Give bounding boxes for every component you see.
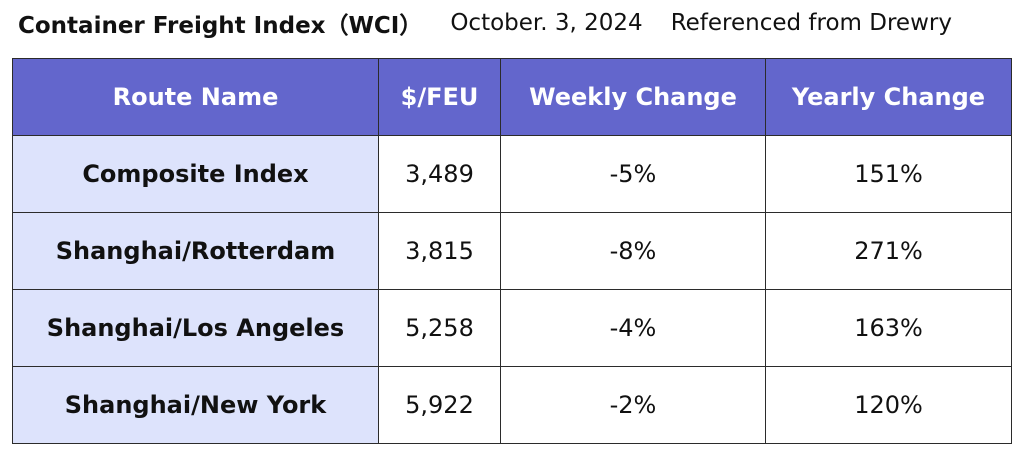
table: Route Name $/FEU Weekly Change Yearly Chang…: [12, 58, 1012, 444]
date: October. 3, 2024: [450, 10, 643, 36]
column-header: Weekly Change: [500, 58, 766, 136]
table-cell: -2%: [500, 366, 766, 444]
table-cell: 151%: [765, 135, 1012, 213]
header: Container Freight Index（WCI） October. 3,…: [18, 6, 952, 40]
table-row: Shanghai/Los Angeles 5,258 -4% 163%: [12, 289, 1012, 367]
table-cell: 3,815: [378, 212, 501, 290]
source: Referenced from Drewry: [670, 10, 952, 36]
route-name: Shanghai/New York: [12, 366, 379, 444]
column-header: Route Name: [12, 58, 379, 136]
table-cell: 120%: [765, 366, 1012, 444]
table-cell: 5,922: [378, 366, 501, 444]
table-cell: 5,258: [378, 289, 501, 367]
column-header: Yearly Change: [765, 58, 1012, 136]
table-row: Shanghai/Rotterdam 3,815 -8% 271%: [12, 212, 1012, 290]
table-row: Composite Index 3,489 -5% 151%: [12, 135, 1012, 213]
table-body: Composite Index 3,489 -5% 151% Shanghai/Rott…: [12, 135, 1012, 444]
table-cell: 271%: [765, 212, 1012, 290]
route-name: Shanghai/Los Angeles: [12, 289, 379, 367]
table-cell: -5%: [500, 135, 766, 213]
title: Container Freight Index（WCI）: [18, 13, 423, 39]
table-cell: 3,489: [378, 135, 501, 213]
table-cell: 163%: [765, 289, 1012, 367]
table-head: Route Name $/FEU Weekly Change Yearly Chang…: [12, 58, 1012, 136]
table-cell: -4%: [500, 289, 766, 367]
route-name: Composite Index: [12, 135, 379, 213]
route-name: Shanghai/Rotterdam: [12, 212, 379, 290]
column-header: $/FEU: [378, 58, 501, 136]
header-row: Route Name $/FEU Weekly Change Yearly Chang…: [12, 58, 1012, 136]
table-cell: -8%: [500, 212, 766, 290]
table-row: Shanghai/New York 5,922 -2% 120%: [12, 366, 1012, 444]
